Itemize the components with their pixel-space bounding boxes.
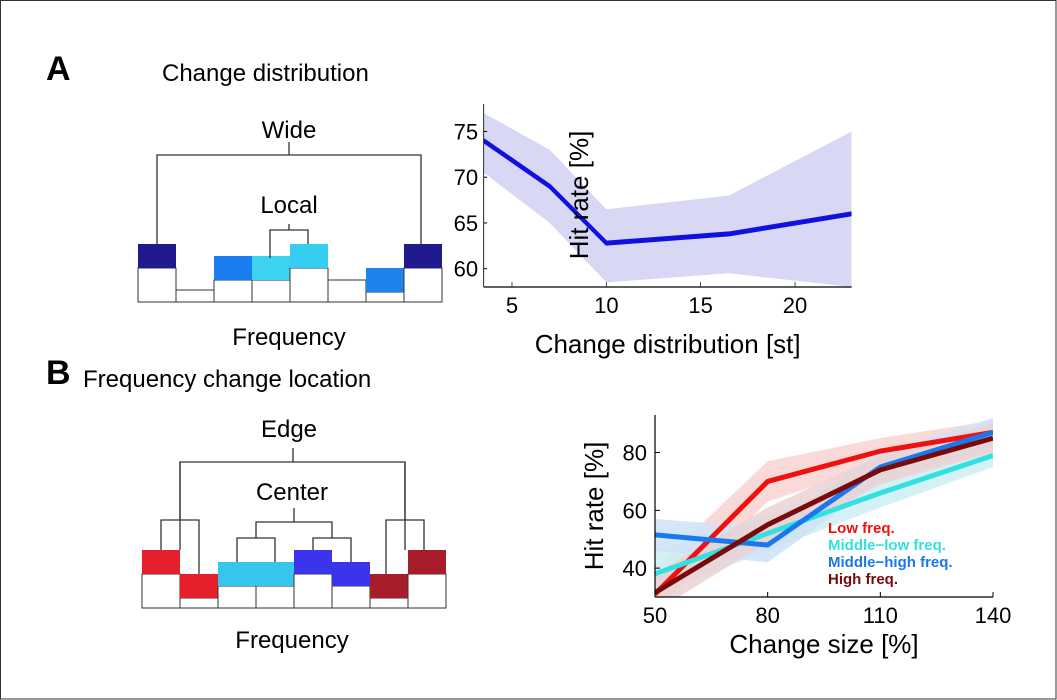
y-tick-label: 75 — [454, 119, 478, 144]
y-tick-label: 60 — [623, 498, 647, 523]
diagram-cell — [293, 573, 333, 609]
diagram-cell-color — [142, 550, 180, 574]
diagram-cell — [365, 291, 405, 303]
confidence-band — [483, 113, 852, 287]
diagram-cell — [217, 585, 257, 609]
y-tick-label: 40 — [623, 556, 647, 581]
diagram-a-title: Change distribution — [162, 60, 369, 87]
diagram-cell-color — [214, 256, 252, 280]
diagram-frequency-label: Frequency — [235, 627, 348, 654]
y-tick-label: 80 — [623, 441, 647, 466]
dendrogram-inner-label: Center — [256, 479, 328, 506]
diagram-cell — [255, 585, 295, 609]
diagram-cell — [327, 279, 367, 303]
diagram-cell-color — [218, 562, 256, 586]
diagram-cell — [251, 279, 291, 303]
diagram-cell-color — [252, 256, 290, 280]
diagram-cell — [213, 279, 253, 303]
diagram-cell-color — [290, 244, 328, 268]
y-tick-label: 70 — [454, 165, 478, 190]
diagram-cell — [141, 573, 181, 609]
diagram-cell — [369, 597, 409, 609]
x-tick-label: 15 — [688, 293, 712, 318]
diagram-cell-color — [408, 550, 446, 574]
x-tick-label: 20 — [783, 293, 807, 318]
diagram-cell-color — [256, 562, 294, 586]
x-tick-label: 5 — [506, 293, 518, 318]
diagram-cell-color — [370, 574, 408, 598]
series-line — [483, 138, 852, 246]
x-tick-label: 10 — [594, 293, 618, 318]
diagram-cell — [403, 267, 443, 303]
series-line — [655, 453, 993, 577]
series-line — [655, 429, 993, 548]
diagram-cell — [289, 267, 329, 303]
diagram-cell-color — [366, 268, 404, 292]
x-tick-label: 50 — [643, 603, 667, 628]
legend-entry: Middle−high freq. — [828, 554, 953, 571]
diagram-b: Edge Center Frequency — [141, 416, 447, 654]
x-tick-label: 80 — [755, 603, 779, 628]
y-axis-label: Hit rate [%] — [564, 131, 594, 260]
diagram-cell — [175, 289, 215, 303]
chart-a: 60 65 70 75 5 10 15 20 Change distribution [st] H… — [454, 104, 852, 359]
confidence-band — [655, 423, 993, 597]
legend-entry: Low freq. — [828, 520, 895, 537]
dendrogram-top-label: Wide — [262, 117, 317, 144]
chart-b: 40 60 80 50 80 110 140 Change size [%] Hit rate … — [579, 415, 1011, 659]
x-tick-label: 140 — [975, 603, 1012, 628]
legend-entry: High freq. — [828, 571, 898, 588]
diagram-cell — [407, 573, 447, 609]
diagram-cell — [137, 267, 177, 303]
legend-entry: Middle−low freq. — [828, 537, 946, 554]
y-axis-label: Hit rate [%] — [579, 442, 609, 571]
series-line — [655, 435, 993, 595]
diagram-cell-color — [294, 550, 332, 574]
panel-letter-a: A — [46, 50, 71, 88]
dendrogram-top-label: Edge — [261, 416, 317, 443]
diagram-cell-color — [332, 562, 370, 586]
diagram-a: Wide Local Frequency — [137, 117, 443, 351]
y-tick-label: 60 — [454, 257, 478, 282]
diagram-cell-color — [404, 244, 442, 268]
x-axis-label: Change size [%] — [729, 629, 918, 659]
diagram-b-title: Frequency change location — [83, 366, 372, 393]
x-tick-label: 110 — [863, 603, 898, 628]
dendrogram-inner-label: Local — [260, 192, 317, 219]
plot-area — [655, 417, 993, 597]
diagram-frequency-label: Frequency — [232, 324, 345, 351]
x-axis-label: Change distribution [st] — [535, 329, 801, 359]
diagram-cell — [179, 597, 219, 609]
panel-letter-b: B — [46, 354, 71, 392]
plot-area — [483, 113, 852, 287]
diagram-cell-color — [138, 244, 176, 268]
y-tick-label: 65 — [454, 211, 478, 236]
diagram-cell — [331, 585, 371, 609]
diagram-cell-color — [180, 574, 218, 598]
